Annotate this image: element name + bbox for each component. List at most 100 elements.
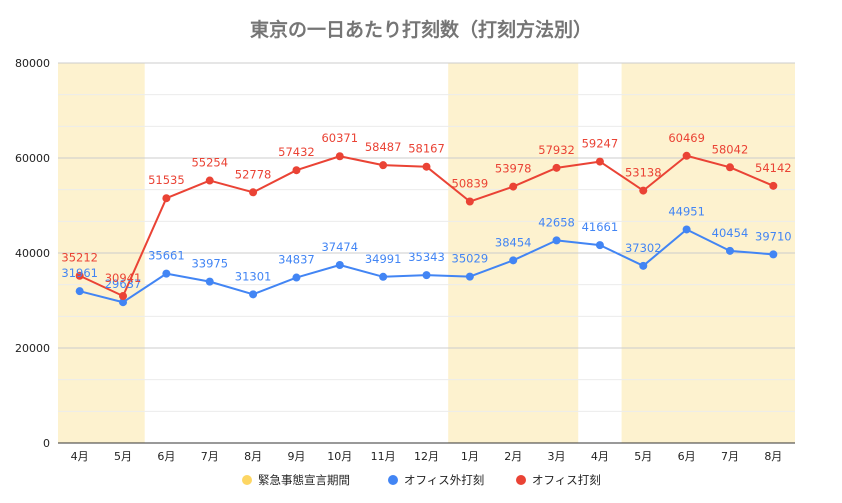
data-label: 60469 [668, 131, 705, 145]
data-label: 37474 [321, 240, 358, 254]
data-point [639, 186, 648, 195]
data-label: 41661 [582, 220, 619, 234]
y-tick-label: 0 [43, 437, 50, 450]
data-point [75, 271, 84, 280]
data-point [769, 250, 778, 259]
data-label: 29637 [105, 277, 142, 291]
x-tick-label: 4月 [591, 450, 609, 463]
data-point [162, 194, 171, 203]
data-point [335, 260, 344, 269]
data-point [595, 157, 604, 166]
data-label: 57432 [278, 145, 315, 159]
data-point [552, 236, 561, 245]
data-label: 59247 [582, 137, 619, 151]
data-label: 57932 [538, 143, 575, 157]
data-label: 37302 [625, 241, 662, 255]
data-point [552, 163, 561, 172]
data-point [769, 181, 778, 190]
x-tick-label: 10月 [327, 450, 352, 463]
data-point [379, 161, 388, 170]
data-label: 52778 [235, 167, 272, 181]
data-point [595, 241, 604, 250]
x-tick-label: 5月 [634, 450, 652, 463]
legend-label: 緊急事態宣言期間 [258, 473, 350, 487]
data-label: 55254 [191, 156, 228, 170]
legend: 緊急事態宣言期間 オフィス外打刻 オフィス打刻 [242, 473, 601, 487]
x-tick-label: 8月 [244, 450, 262, 463]
data-point [639, 261, 648, 270]
chart-title: 東京の一日あたり打刻数（打刻方法別） [250, 18, 592, 41]
data-point [205, 176, 214, 185]
data-point [379, 272, 388, 281]
data-point [292, 166, 301, 175]
data-label: 33975 [191, 257, 228, 271]
data-label: 51535 [148, 173, 185, 187]
data-point [75, 287, 84, 296]
x-tick-label: 7月 [201, 450, 219, 463]
data-point [119, 298, 128, 307]
x-tick-label: 5月 [114, 450, 132, 463]
data-point [422, 162, 431, 171]
data-label: 44951 [668, 204, 705, 218]
x-tick-label: 4月 [71, 450, 89, 463]
data-point [682, 225, 691, 234]
data-label: 58167 [408, 142, 445, 156]
x-tick-label: 3月 [548, 450, 566, 463]
data-point [335, 152, 344, 161]
data-labels: 31961 29637 35661 33975 31301 34837 37474 34991… [61, 131, 791, 291]
x-tick-label: 6月 [678, 450, 696, 463]
data-point [465, 197, 474, 206]
data-point [725, 163, 734, 172]
gridlines [58, 62, 795, 412]
data-label: 31301 [235, 269, 272, 283]
legend-label: オフィス外打刻 [404, 473, 484, 487]
data-label: 34837 [278, 253, 315, 267]
data-label: 54142 [755, 161, 792, 175]
data-point [509, 182, 518, 191]
data-point [682, 151, 691, 160]
legend-label: オフィス打刻 [532, 473, 601, 487]
x-tick-label: 9月 [287, 450, 305, 463]
data-label: 30941 [105, 271, 142, 285]
legend-swatch [388, 475, 398, 485]
x-tick-label: 12月 [414, 450, 439, 463]
data-label: 53978 [495, 162, 532, 176]
data-label: 50839 [452, 177, 489, 191]
data-label: 58042 [712, 142, 749, 156]
x-tick-label: 2月 [504, 450, 522, 463]
x-tick-label: 11月 [371, 450, 396, 463]
y-tick-label: 40000 [15, 247, 50, 260]
data-point [292, 273, 301, 282]
data-point [119, 292, 128, 301]
data-point [205, 277, 214, 286]
data-point [509, 256, 518, 265]
data-label: 58487 [365, 140, 402, 154]
data-label: 35661 [148, 249, 185, 263]
data-label: 35029 [452, 252, 489, 266]
data-label: 53138 [625, 166, 662, 180]
x-tick-label: 1月 [461, 450, 479, 463]
data-point [162, 269, 171, 278]
data-label: 40454 [712, 226, 749, 240]
data-point [465, 272, 474, 281]
axes: 0 20000 40000 60000 80000 4月 5月 6月 7月 8月 9月 10月 11月 1… [15, 57, 795, 463]
data-point [422, 271, 431, 280]
y-tick-label: 60000 [15, 152, 50, 165]
data-label: 35212 [61, 251, 98, 265]
data-point [249, 188, 258, 197]
x-tick-label: 8月 [764, 450, 782, 463]
legend-swatch [516, 475, 526, 485]
y-tick-label: 80000 [15, 57, 50, 70]
data-label: 39710 [755, 229, 792, 243]
data-label: 38454 [495, 235, 532, 249]
data-label: 60371 [321, 131, 358, 145]
data-label: 42658 [538, 215, 575, 229]
y-tick-label: 20000 [15, 342, 50, 355]
data-label: 34991 [365, 252, 402, 266]
x-tick-label: 7月 [721, 450, 739, 463]
data-label: 31961 [61, 266, 98, 280]
data-point [725, 246, 734, 255]
data-point [249, 290, 258, 299]
data-label: 35343 [408, 250, 445, 264]
